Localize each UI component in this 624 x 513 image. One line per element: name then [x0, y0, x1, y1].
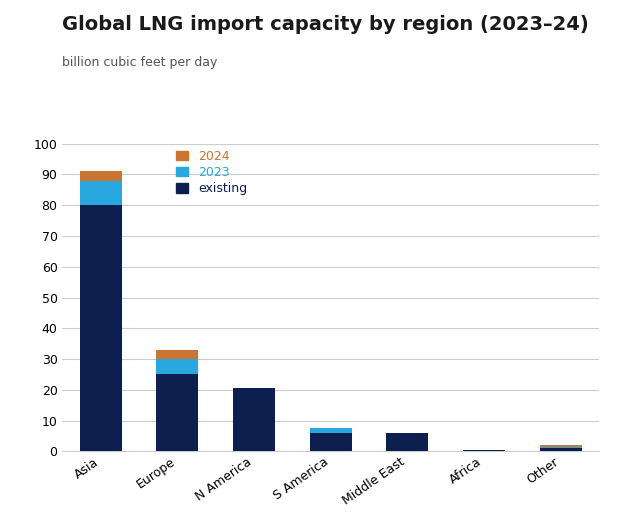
Bar: [540, 445, 582, 447]
Text: Global LNG import capacity by region (2023–24): Global LNG import capacity by region (20…: [62, 15, 589, 34]
Bar: [233, 388, 275, 451]
Bar: [80, 181, 122, 205]
Bar: [80, 171, 122, 181]
Bar: [386, 433, 429, 451]
Legend: 2024, 2023, existing: 2024, 2023, existing: [176, 150, 248, 195]
Bar: [540, 447, 582, 448]
Bar: [463, 450, 505, 451]
Bar: [156, 359, 198, 374]
Bar: [310, 428, 352, 433]
Bar: [156, 374, 198, 451]
Text: billion cubic feet per day: billion cubic feet per day: [62, 56, 218, 69]
Bar: [540, 448, 582, 451]
Bar: [80, 205, 122, 451]
Bar: [156, 350, 198, 359]
Bar: [310, 433, 352, 451]
